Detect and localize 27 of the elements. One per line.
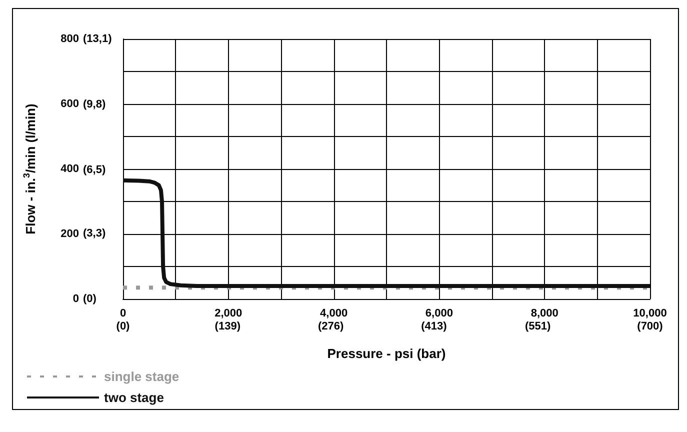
x2-tick-label: (0) [116,320,130,332]
x-tick-label: 2,000 [214,308,242,320]
x2-tick-label: (413) [421,320,448,332]
x-tick-label: 10,000 [633,308,667,320]
x2-tick-label: (551) [524,320,551,332]
y2-tick-label: (13,1) [83,33,112,45]
x-tick-label: 6,000 [425,308,453,320]
x2-tick-label: (276) [318,320,344,332]
y2-tick-label: (6,5) [83,164,106,176]
line-series [121,178,652,288]
x-tick-label: 8,000 [530,308,558,320]
x2-tick-label: (700) [637,320,664,332]
y2-tick-label: (0) [83,293,97,305]
y2-tick-label: (9,8) [83,98,106,110]
x-tick-label: 0 [120,308,126,320]
y-tick-label: 400 [60,163,79,175]
x2-tick-label: (139) [214,320,241,332]
x-axis-title: Pressure - psi (bar) [327,346,446,361]
x-tick-label: 4,000 [320,308,348,320]
y-tick-label: 200 [60,228,79,240]
text: two stage [104,390,164,405]
y-axis-title: Flow - in.3/min (l/min) [22,104,38,234]
y2-tick-label: (3,3) [83,228,106,240]
y-tick-label: 0 [72,293,79,305]
y-tick-label: 600 [60,98,79,110]
y-tick-label: 800 [60,33,79,45]
text: single stage [104,369,180,384]
